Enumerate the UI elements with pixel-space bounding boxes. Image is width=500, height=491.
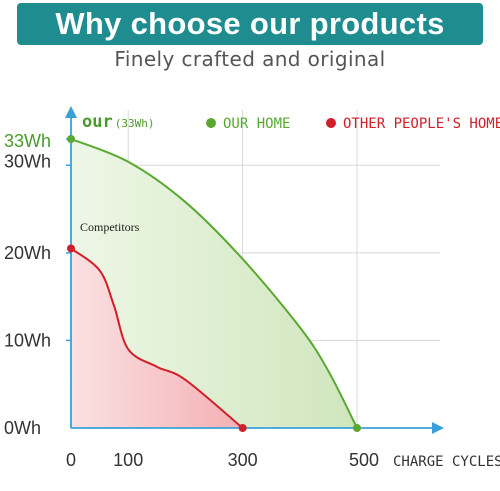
x-axis-arrow-icon xyxy=(432,422,444,434)
series-line-our-home xyxy=(70,138,358,429)
data-point xyxy=(353,424,361,432)
data-point xyxy=(67,244,75,253)
legend-item: OTHER PEOPLE'S HOME xyxy=(343,116,500,132)
x-tick-label: 500 xyxy=(349,450,379,470)
data-point xyxy=(238,424,247,432)
series-line-other-home xyxy=(70,247,244,429)
x-axis-label: CHARGE CYCLES xyxy=(393,454,500,470)
page-subtitle: Finely crafted and original xyxy=(114,47,386,71)
title-banner: Why choose our products xyxy=(17,3,483,45)
y-tick-label: 33Wh xyxy=(4,131,51,151)
y-tick-label: 0Wh xyxy=(4,418,41,438)
series-area-our-home xyxy=(71,139,357,428)
x-tick-label: 0 xyxy=(66,450,76,470)
legend-marker-icon xyxy=(206,118,216,128)
page-title: Why choose our products xyxy=(55,6,445,41)
data-point xyxy=(67,135,75,143)
y-tick-label: 20Wh xyxy=(4,243,51,263)
y-axis-arrow-icon xyxy=(65,106,77,118)
x-tick-label: 100 xyxy=(113,450,143,470)
series-area-other-home xyxy=(71,248,243,428)
legend-marker-icon xyxy=(326,118,336,128)
legend-item: OUR HOME xyxy=(223,116,290,132)
y-tick-label: 30Wh xyxy=(4,151,51,171)
annotation-competitors: Competitors xyxy=(80,220,140,234)
x-tick-label: 300 xyxy=(228,450,258,470)
series-label-our: our (33Wh) xyxy=(82,112,154,132)
y-tick-label: 10Wh xyxy=(4,330,51,350)
